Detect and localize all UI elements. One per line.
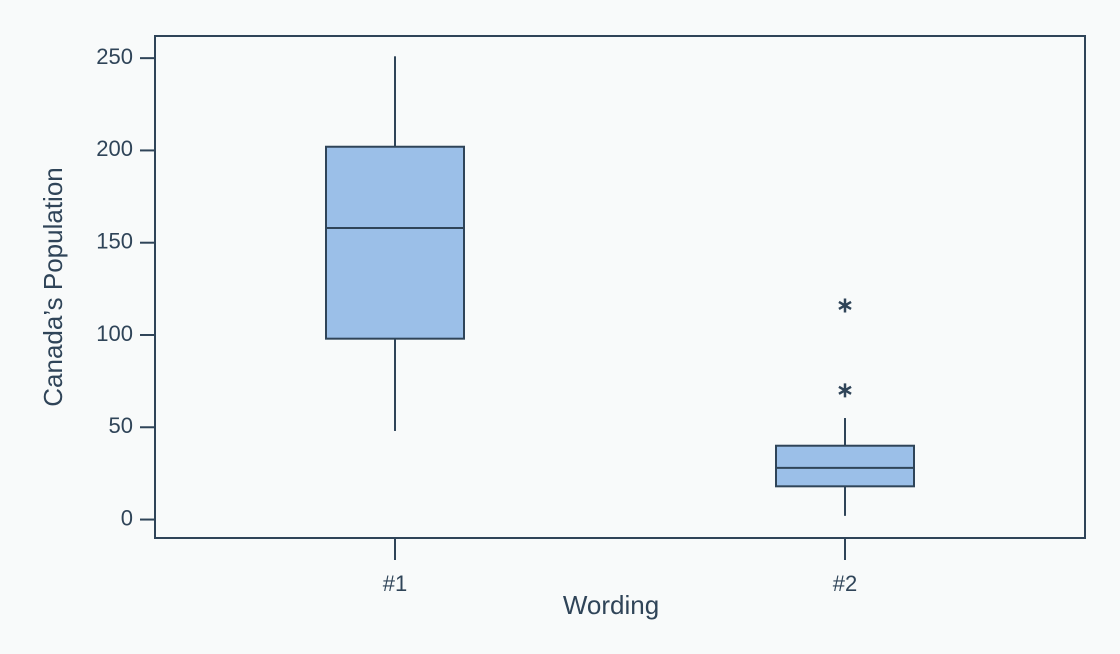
- y-tick-label: 100: [96, 321, 133, 346]
- y-tick-label: 0: [121, 505, 133, 530]
- y-axis-label: Canada’s Population: [38, 167, 68, 406]
- y-tick-label: 200: [96, 136, 133, 161]
- y-tick-label: 50: [109, 413, 133, 438]
- outlier: [838, 383, 852, 398]
- y-tick-label: 250: [96, 44, 133, 69]
- x-tick-label: #1: [383, 571, 407, 596]
- box: [775, 444, 915, 488]
- box: [325, 145, 465, 340]
- x-axis-label: Wording: [563, 590, 659, 620]
- y-tick-label: 150: [96, 229, 133, 254]
- outlier: [838, 298, 852, 313]
- plot-frame: [154, 35, 1086, 539]
- x-tick-label: #2: [833, 571, 857, 596]
